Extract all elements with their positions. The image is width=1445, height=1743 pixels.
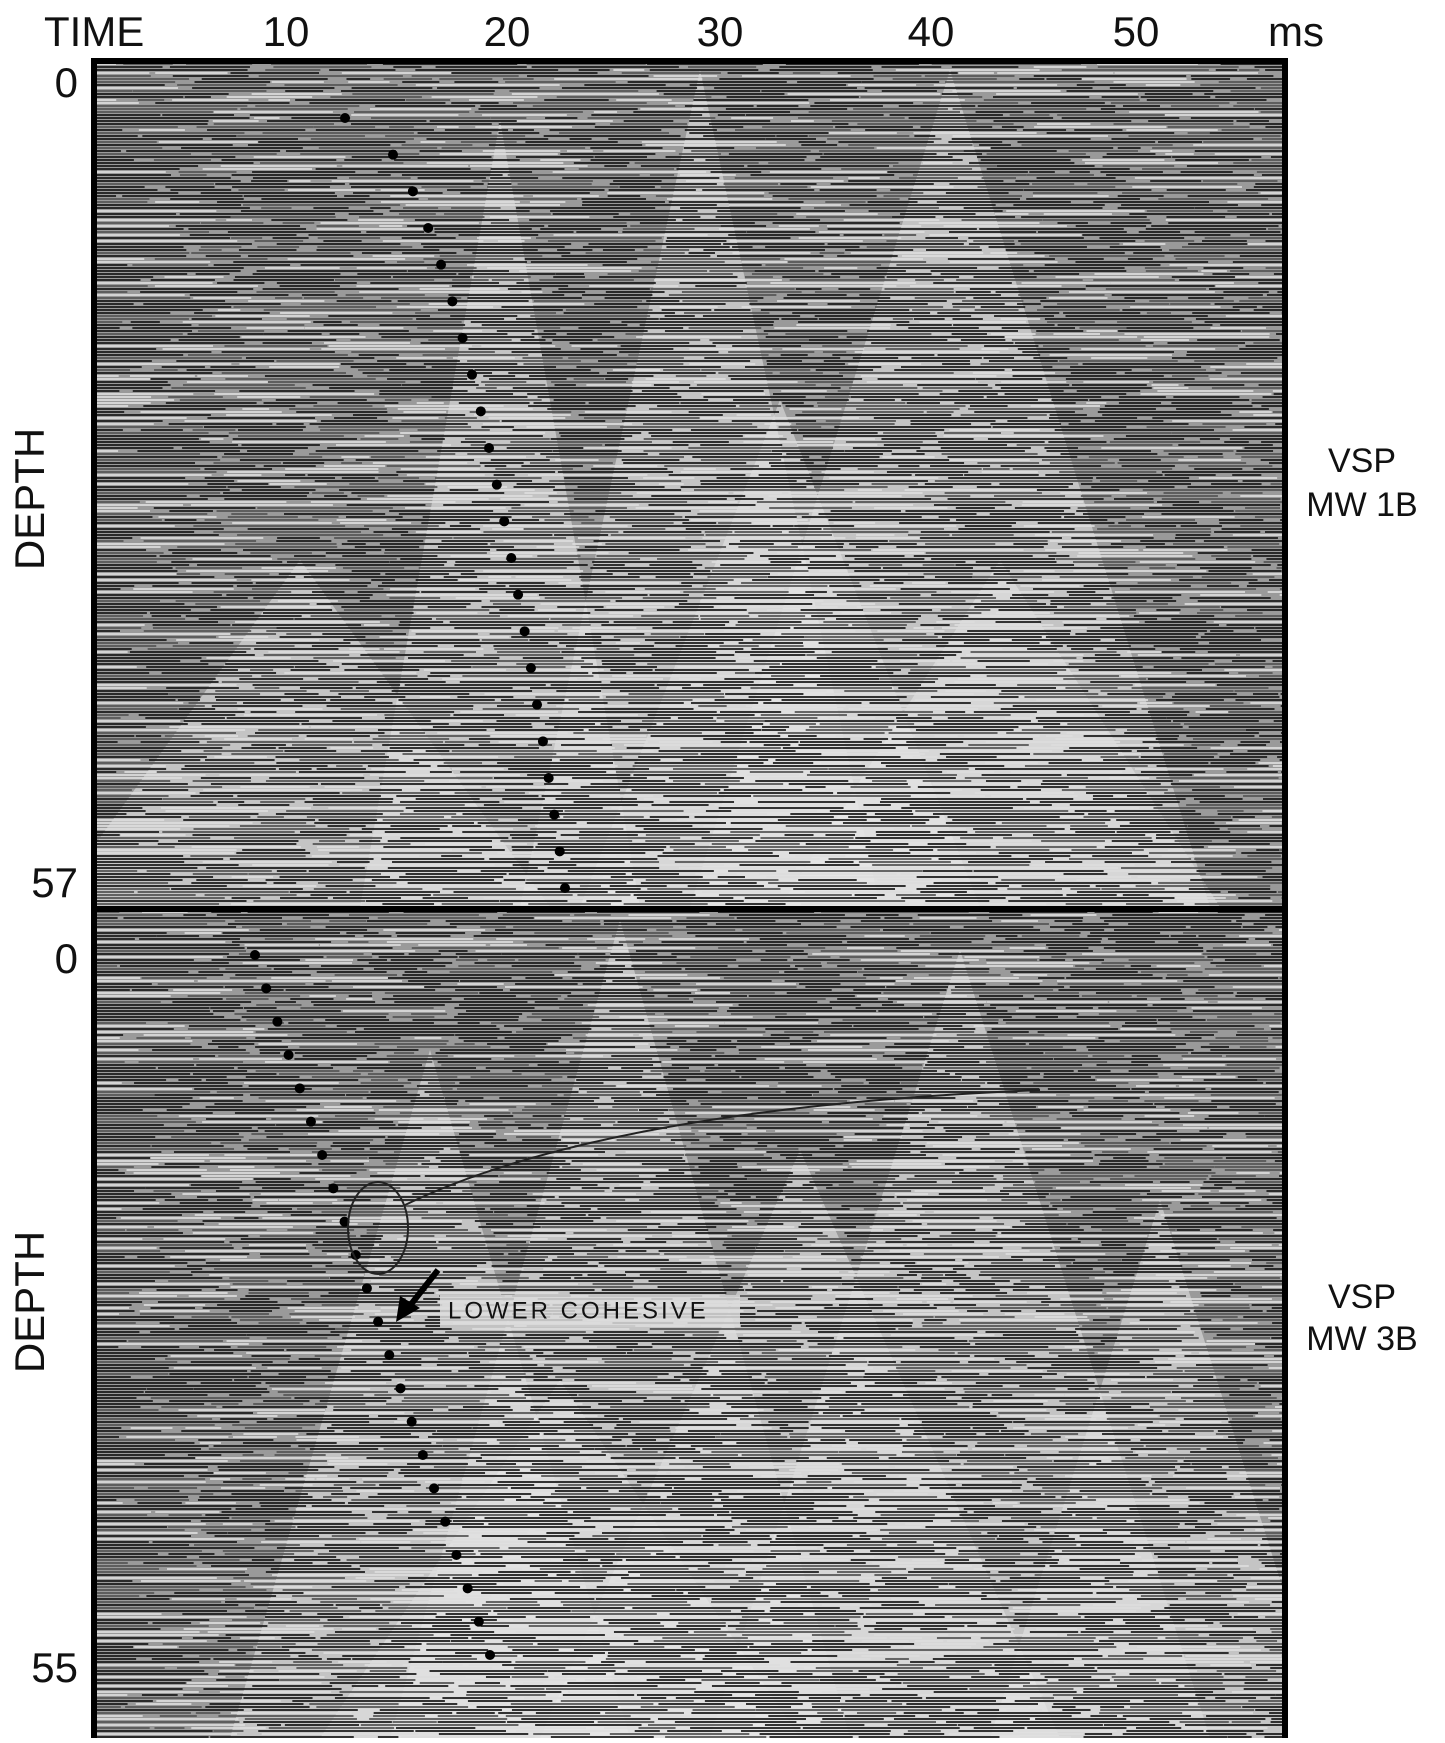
texture	[388, 150, 398, 160]
texture	[458, 333, 468, 343]
texture	[526, 663, 536, 673]
texture	[544, 773, 554, 783]
texture	[467, 370, 477, 380]
texture	[408, 186, 418, 196]
texture	[436, 260, 446, 270]
texture	[506, 553, 516, 563]
texture	[520, 626, 530, 636]
texture	[499, 516, 509, 526]
texture	[538, 736, 548, 746]
texture	[476, 406, 486, 416]
texture	[549, 810, 559, 820]
texture	[492, 480, 502, 490]
texture	[423, 223, 433, 233]
texture	[513, 590, 523, 600]
texture	[484, 443, 494, 453]
texture	[555, 846, 565, 856]
texture	[560, 883, 570, 893]
texture	[340, 113, 350, 123]
texture	[447, 296, 457, 306]
texture	[532, 700, 542, 710]
